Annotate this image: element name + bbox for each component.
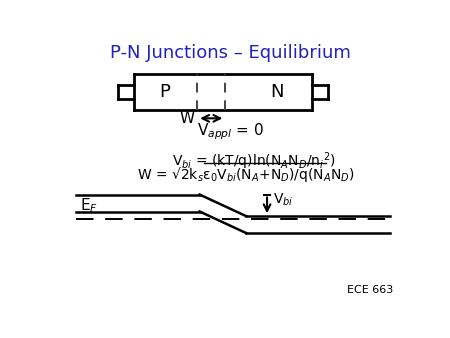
Text: P: P <box>159 83 170 101</box>
Text: N: N <box>270 83 284 101</box>
Text: E$_F$: E$_F$ <box>80 196 98 215</box>
Text: V$_{bi}$ = (kT/q)ln(N$_A$N$_D$/n$_i$$^2$): V$_{bi}$ = (kT/q)ln(N$_A$N$_D$/n$_i$$^2$… <box>172 151 336 172</box>
Text: V$_{bi}$: V$_{bi}$ <box>273 192 294 208</box>
Text: W = √2k$_s$ε$_0$V$_{bi}$(N$_A$+N$_D$)/q(N$_A$N$_D$): W = √2k$_s$ε$_0$V$_{bi}$(N$_A$+N$_D$)/q(… <box>137 165 355 184</box>
Text: V$_{appl}$ = 0: V$_{appl}$ = 0 <box>197 121 264 142</box>
Text: W: W <box>180 111 195 126</box>
Text: ECE 663: ECE 663 <box>347 285 393 295</box>
Text: P-N Junctions – Equilibrium: P-N Junctions – Equilibrium <box>110 44 351 63</box>
